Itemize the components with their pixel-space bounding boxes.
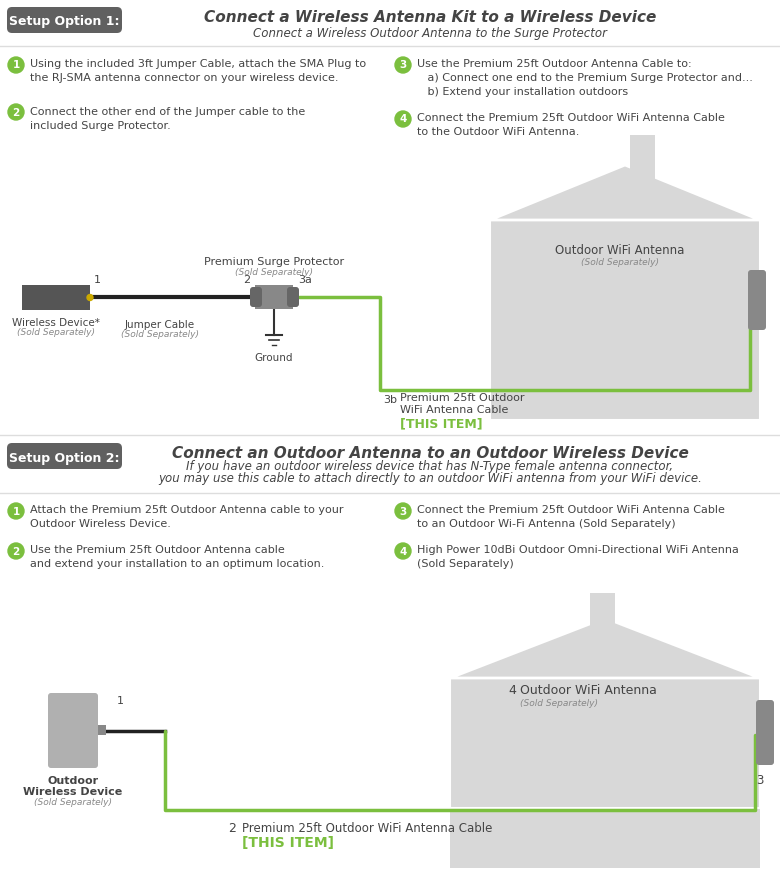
Circle shape xyxy=(8,503,24,519)
Text: 3a: 3a xyxy=(298,275,312,285)
FancyBboxPatch shape xyxy=(748,270,766,330)
Circle shape xyxy=(8,57,24,73)
Text: Attach the Premium 25ft Outdoor Antenna cable to your
Outdoor Wireless Device.: Attach the Premium 25ft Outdoor Antenna … xyxy=(30,505,343,529)
Bar xyxy=(255,285,293,309)
Text: Connect a Wireless Antenna Kit to a Wireless Device: Connect a Wireless Antenna Kit to a Wire… xyxy=(204,10,656,25)
FancyBboxPatch shape xyxy=(287,287,299,307)
Text: 2: 2 xyxy=(243,275,250,285)
Text: Wireless Device: Wireless Device xyxy=(23,787,122,797)
FancyBboxPatch shape xyxy=(7,7,122,33)
Text: [THIS ITEM]: [THIS ITEM] xyxy=(242,836,334,850)
Text: Premium 25ft Outdoor: Premium 25ft Outdoor xyxy=(400,393,524,403)
Text: 1: 1 xyxy=(94,275,101,285)
Text: Premium 25ft Outdoor WiFi Antenna Cable: Premium 25ft Outdoor WiFi Antenna Cable xyxy=(242,822,492,835)
Text: [THIS ITEM]: [THIS ITEM] xyxy=(400,417,483,430)
Text: (Sold Separately): (Sold Separately) xyxy=(581,257,659,267)
Circle shape xyxy=(395,503,411,519)
Text: Wireless Device*: Wireless Device* xyxy=(12,318,100,328)
Bar xyxy=(98,725,106,735)
Text: 2: 2 xyxy=(12,547,20,556)
Text: Connect the other end of the Jumper cable to the
included Surge Protector.: Connect the other end of the Jumper cabl… xyxy=(30,107,305,131)
Text: Using the included 3ft Jumper Cable, attach the SMA Plug to
the RJ-SMA antenna c: Using the included 3ft Jumper Cable, att… xyxy=(30,59,366,83)
FancyBboxPatch shape xyxy=(756,700,774,765)
Text: Jumper Cable: Jumper Cable xyxy=(125,320,195,330)
Text: (Sold Separately): (Sold Separately) xyxy=(17,328,95,337)
Text: 4: 4 xyxy=(399,114,406,125)
Text: Use the Premium 25ft Outdoor Antenna cable
and extend your installation to an op: Use the Premium 25ft Outdoor Antenna cab… xyxy=(30,545,324,569)
Text: you may use this cable to attach directly to an outdoor WiFi antenna from your W: you may use this cable to attach directl… xyxy=(158,472,702,485)
FancyBboxPatch shape xyxy=(48,693,98,768)
Text: Connect the Premium 25ft Outdoor WiFi Antenna Cable
to the Outdoor WiFi Antenna.: Connect the Premium 25ft Outdoor WiFi An… xyxy=(417,113,725,137)
Circle shape xyxy=(8,543,24,559)
Circle shape xyxy=(395,543,411,559)
Bar xyxy=(630,135,655,195)
Text: Outdoor WiFi Antenna: Outdoor WiFi Antenna xyxy=(520,684,657,697)
Bar xyxy=(22,285,90,310)
Bar xyxy=(490,220,760,420)
Text: High Power 10dBi Outdoor Omni-Directional WiFi Antenna
(Sold Separately): High Power 10dBi Outdoor Omni-Directiona… xyxy=(417,545,739,569)
Circle shape xyxy=(395,57,411,73)
Text: Outdoor WiFi Antenna: Outdoor WiFi Antenna xyxy=(555,243,685,256)
Text: Connect the Premium 25ft Outdoor WiFi Antenna Cable
to an Outdoor Wi-Fi Antenna : Connect the Premium 25ft Outdoor WiFi An… xyxy=(417,505,725,529)
Text: Premium Surge Protector: Premium Surge Protector xyxy=(204,257,344,267)
Text: (Sold Separately): (Sold Separately) xyxy=(34,798,112,807)
Text: 3b: 3b xyxy=(383,395,397,405)
Circle shape xyxy=(395,111,411,127)
Text: 2: 2 xyxy=(228,822,236,835)
Text: 1: 1 xyxy=(116,696,123,706)
Bar xyxy=(590,593,615,643)
Text: Connect an Outdoor Antenna to an Outdoor Wireless Device: Connect an Outdoor Antenna to an Outdoor… xyxy=(172,446,689,460)
Circle shape xyxy=(8,104,24,120)
Text: 3: 3 xyxy=(756,773,764,787)
Text: (Sold Separately): (Sold Separately) xyxy=(235,268,313,276)
Bar xyxy=(450,678,760,868)
Text: If you have an outdoor wireless device that has N-Type female antenna connector,: If you have an outdoor wireless device t… xyxy=(186,460,674,473)
FancyBboxPatch shape xyxy=(7,443,122,469)
Text: 4: 4 xyxy=(508,684,516,697)
Text: Connect a Wireless Outdoor Antenna to the Surge Protector: Connect a Wireless Outdoor Antenna to th… xyxy=(253,26,607,39)
Circle shape xyxy=(87,295,93,301)
Text: Use the Premium 25ft Outdoor Antenna Cable to:
   a) Connect one end to the Prem: Use the Premium 25ft Outdoor Antenna Cab… xyxy=(417,59,753,97)
Text: (Sold Separately): (Sold Separately) xyxy=(121,330,199,339)
Text: 1: 1 xyxy=(12,507,20,516)
Text: Outdoor: Outdoor xyxy=(48,776,98,786)
Text: Setup Option 2:: Setup Option 2: xyxy=(9,452,120,465)
Text: 2: 2 xyxy=(12,107,20,118)
Text: 1: 1 xyxy=(12,60,20,71)
Text: 3: 3 xyxy=(399,60,406,71)
Text: (Sold Separately): (Sold Separately) xyxy=(520,698,598,707)
FancyBboxPatch shape xyxy=(250,287,262,307)
Text: Ground: Ground xyxy=(255,353,293,363)
Polygon shape xyxy=(450,618,760,678)
Text: 3: 3 xyxy=(399,507,406,516)
Polygon shape xyxy=(490,165,760,220)
Text: Setup Option 1:: Setup Option 1: xyxy=(9,16,120,29)
Text: WiFi Antenna Cable: WiFi Antenna Cable xyxy=(400,405,509,415)
Text: 4: 4 xyxy=(399,547,406,556)
